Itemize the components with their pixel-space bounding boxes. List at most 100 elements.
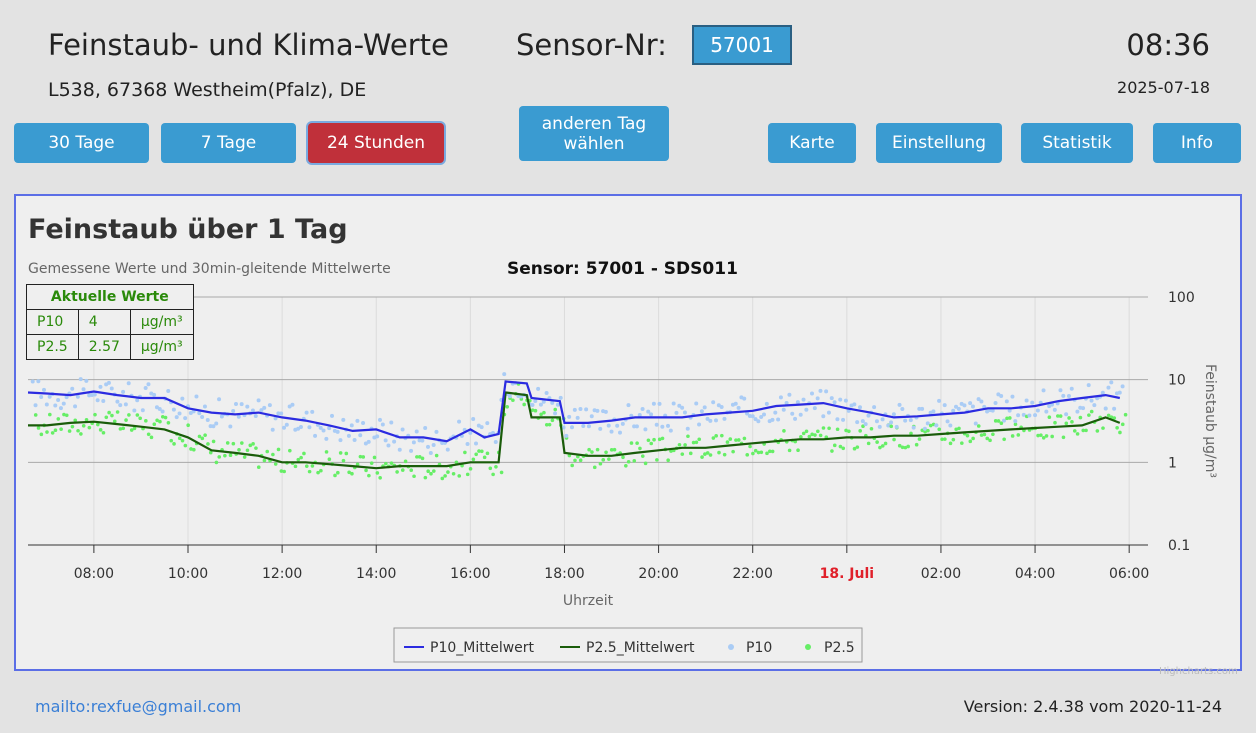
p25-point — [231, 441, 236, 446]
p25-point — [708, 453, 713, 457]
x-tick-label: 22:00 — [733, 566, 773, 582]
p10-point — [250, 408, 255, 413]
p25-point — [742, 436, 747, 441]
info-button[interactable]: Info — [1153, 123, 1241, 163]
p10-point — [474, 441, 478, 446]
p25-point — [976, 424, 981, 428]
p25-point — [344, 451, 349, 456]
p25-point — [666, 458, 670, 463]
range-24-hours-button[interactable]: 24 Stunden — [308, 123, 444, 163]
p25-point — [629, 441, 634, 445]
p25-point — [838, 444, 843, 449]
p10-point — [646, 409, 651, 414]
p10-point — [135, 398, 140, 403]
p10-point — [674, 410, 679, 415]
p25-point — [1056, 414, 1060, 418]
p25-point — [67, 429, 72, 433]
p10-point — [279, 411, 284, 416]
p25-point — [866, 441, 871, 446]
p10-point — [341, 417, 346, 422]
p25-point — [680, 452, 685, 456]
p25-point — [457, 474, 462, 478]
p25-point — [364, 468, 368, 473]
p25-point — [1002, 437, 1006, 442]
p25-point — [417, 455, 422, 459]
p10-point — [378, 417, 382, 422]
p10-point — [166, 388, 171, 393]
p10-point — [708, 418, 713, 423]
p10-point — [886, 423, 891, 428]
x-tick-label: 18:00 — [544, 566, 584, 582]
p10-point — [1030, 400, 1035, 405]
range-7-days-button[interactable]: 7 Tage — [161, 123, 296, 163]
p10-point — [95, 398, 100, 403]
p25-point — [197, 434, 202, 439]
sensor-number-input[interactable] — [692, 25, 792, 65]
legend-p10-mean-label: P10_Mittelwert — [430, 640, 535, 656]
p25-point — [813, 433, 817, 437]
p10-point — [762, 412, 766, 417]
p25-point — [183, 443, 188, 448]
p25-point — [378, 475, 382, 480]
p25-point — [84, 418, 89, 422]
p25-point — [951, 437, 956, 442]
p25-point — [440, 476, 445, 481]
p25-point — [638, 446, 642, 451]
p25-point — [646, 438, 651, 443]
p25-point — [200, 436, 205, 441]
p10-point — [951, 408, 956, 413]
p10-point — [479, 425, 484, 430]
p25-point — [807, 434, 812, 439]
p25-point — [632, 459, 637, 463]
p10-point — [321, 428, 326, 433]
p25-point — [50, 431, 55, 435]
p25-point — [957, 426, 961, 431]
p25-point — [835, 427, 840, 432]
p10-point — [338, 438, 343, 443]
p25-point — [98, 428, 103, 432]
settings-button[interactable]: Einstellung — [876, 123, 1002, 163]
p25-point — [720, 433, 724, 438]
p10-point — [152, 392, 157, 397]
p25-point — [587, 447, 591, 452]
mail-link[interactable]: mailto:rexfue@gmail.com — [35, 697, 242, 716]
p25-point — [420, 456, 425, 461]
choose-other-day-button[interactable]: anderen Tag wählen — [519, 106, 669, 161]
p25-point — [217, 455, 222, 459]
p10-point — [123, 402, 128, 407]
p25-point — [214, 460, 219, 465]
chart-title: Feinstaub über 1 Tag — [28, 214, 348, 245]
p10-point — [759, 414, 764, 419]
p25-point — [211, 439, 216, 444]
p10-point — [555, 402, 560, 407]
p10-point — [976, 397, 981, 402]
p10-point — [793, 416, 798, 421]
p10-point — [400, 427, 405, 432]
x-tick-label: 06:00 — [1109, 566, 1149, 582]
p25-point — [542, 410, 546, 415]
p10-point — [917, 406, 922, 411]
p10-point — [824, 389, 829, 394]
legend-p25-symbol — [805, 644, 811, 650]
p25-point — [1047, 415, 1052, 419]
p10-point — [1016, 413, 1021, 418]
p10-point — [753, 417, 758, 422]
p25-point — [621, 455, 625, 460]
p25-point — [395, 470, 399, 474]
p25-point — [900, 445, 905, 450]
highcharts-credits[interactable]: Highcharts.com — [1159, 666, 1238, 677]
p10-point — [465, 442, 470, 447]
statistics-button[interactable]: Statistik — [1021, 123, 1133, 163]
p10-point — [999, 394, 1004, 399]
map-button[interactable]: Karte — [768, 123, 856, 163]
range-30-days-button[interactable]: 30 Tage — [14, 123, 149, 163]
p10-point — [541, 399, 546, 404]
p10-point — [973, 421, 978, 426]
p25-point — [115, 410, 120, 414]
p25-point — [367, 473, 371, 478]
p25-point — [1095, 429, 1100, 433]
current-date: 2025-07-18 — [1117, 78, 1210, 97]
p25-point — [87, 425, 92, 430]
p10-point — [73, 404, 78, 409]
p25-point — [999, 421, 1004, 426]
